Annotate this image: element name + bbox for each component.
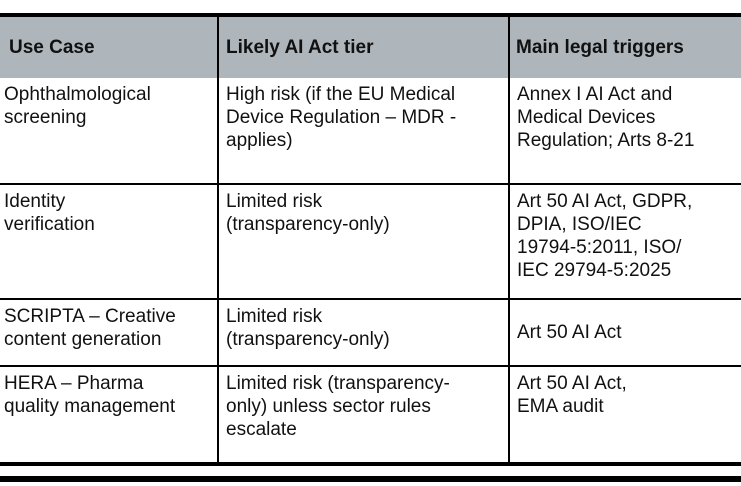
cell-legal-triggers: Art 50 AI Act, GDPR, DPIA, ISO/IEC 19794… (508, 185, 741, 298)
column-header-legal-triggers: Main legal triggers (508, 17, 741, 78)
cell-legal-triggers: Annex I AI Act and Medical Devices Regul… (508, 78, 741, 183)
cell-use-case: SCRIPTA – Creative content generation (4, 306, 176, 350)
cell-use-case: Identity verification (4, 191, 95, 235)
cell-ai-act-tier: Limited risk (transparency-only) (217, 185, 508, 298)
cell-ai-act-tier: Limited risk (transparency-only) (217, 300, 508, 365)
risk-tier-table: Use Case Likely AI Act tier Main legal t… (0, 17, 741, 462)
table-top-rule (0, 13, 741, 17)
cell-legal-triggers: Art 50 AI Act, EMA audit (508, 367, 741, 462)
column-header-ai-act-tier: Likely AI Act tier (217, 17, 508, 78)
table-bottom-rule (0, 462, 741, 466)
column-header-use-case: Use Case (9, 37, 95, 58)
table-header-row: Use Case Likely AI Act tier Main legal t… (0, 17, 741, 78)
table-row-hera-quality-management: HERA – Pharma quality management Limited… (0, 365, 741, 462)
cell-ai-act-tier: Limited risk (transparency- only) unless… (217, 367, 508, 462)
table-row-scripta-content-generation: SCRIPTA – Creative content generation Li… (0, 298, 741, 365)
cell-use-case: HERA – Pharma quality management (4, 373, 176, 417)
table-row-ophthalmological-screening: Ophthalmological screening High risk (if… (0, 78, 741, 183)
next-section-top-rule (0, 476, 741, 482)
cell-use-case: Ophthalmological screening (4, 84, 151, 128)
cell-ai-act-tier: High risk (if the EU Medical Device Regu… (217, 78, 508, 183)
cell-legal-triggers: Art 50 AI Act (508, 300, 741, 365)
table-row-identity-verification: Identity verification Limited risk (tran… (0, 183, 741, 298)
